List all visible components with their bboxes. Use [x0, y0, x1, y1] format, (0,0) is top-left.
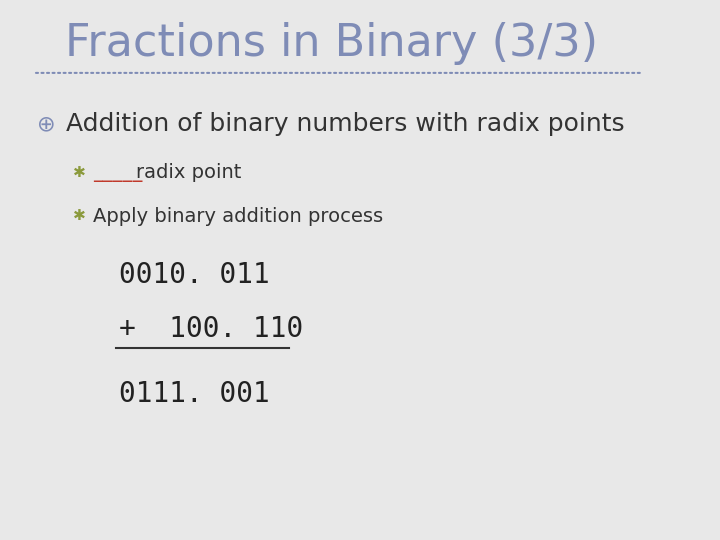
Text: ✱: ✱: [73, 165, 86, 180]
Text: Addition of binary numbers with radix points: Addition of binary numbers with radix po…: [66, 112, 625, 136]
Text: 0111. 001: 0111. 001: [120, 380, 270, 408]
Text: _____: _____: [93, 163, 148, 183]
Text: Fractions in Binary (3/3): Fractions in Binary (3/3): [66, 22, 598, 65]
Text: radix point: radix point: [136, 163, 241, 183]
Text: 0010. 011: 0010. 011: [120, 261, 270, 289]
Text: ⊕: ⊕: [37, 114, 55, 134]
Text: Apply binary addition process: Apply binary addition process: [93, 206, 383, 226]
Text: ✱: ✱: [73, 208, 86, 224]
Text: +  100. 110: + 100. 110: [120, 315, 304, 343]
